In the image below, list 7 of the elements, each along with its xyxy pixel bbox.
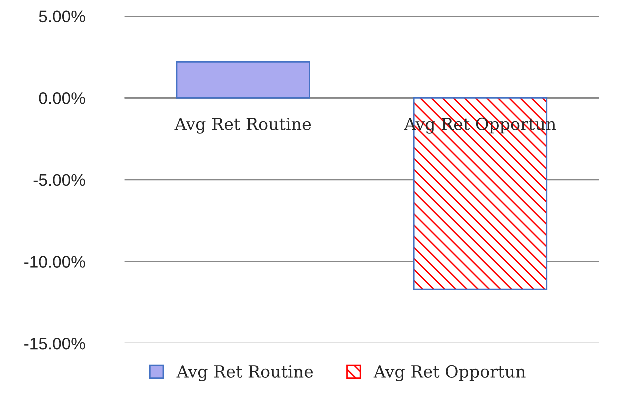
y-tick-label: -5.00% <box>34 174 86 186</box>
y-tick-label: 0.00% <box>39 92 86 104</box>
y-tick-label: -10.00% <box>24 256 86 268</box>
y-tick-label: -15.00% <box>24 338 86 350</box>
legend-label: Avg Ret Opportun <box>374 365 526 382</box>
legend-label: Avg Ret Routine <box>176 366 314 382</box>
y-tick-label: 5.00% <box>39 10 86 23</box>
